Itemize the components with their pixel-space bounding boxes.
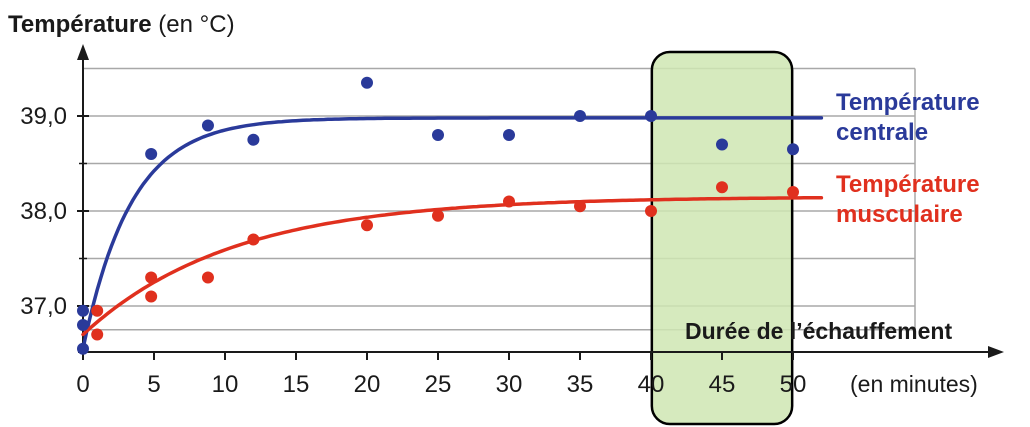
point-centrale — [247, 133, 260, 146]
x-tick-label: 50 — [780, 371, 807, 398]
point-musculaire — [574, 200, 586, 213]
legend-musculaire: musculaire — [836, 201, 963, 228]
fit-curve-centrale — [81, 116, 824, 351]
x-axis-arrow — [988, 346, 1004, 358]
point-centrale — [716, 138, 728, 151]
point-centrale — [645, 110, 657, 122]
y-tick-label: 38,0 — [20, 198, 67, 225]
y-axis-arrow — [77, 44, 89, 60]
legend-centrale: Température — [836, 89, 980, 116]
fit-curve-musculaire — [81, 195, 824, 337]
point-musculaire — [91, 328, 104, 341]
point-centrale — [574, 110, 586, 122]
x-axis-label: Durée de l’échauffement — [685, 318, 952, 344]
grid — [83, 67, 916, 331]
point-centrale — [503, 129, 515, 141]
x-tick-label: 40 — [638, 371, 665, 398]
x-tick-label: 30 — [496, 371, 523, 398]
point-musculaire — [432, 209, 444, 222]
point-musculaire — [91, 304, 104, 317]
point-musculaire — [361, 219, 373, 232]
x-tick-label: 10 — [212, 371, 239, 398]
point-musculaire — [201, 271, 214, 284]
legend-musculaire: Température — [836, 171, 980, 198]
legend-centrale: centrale — [836, 119, 928, 146]
x-tick-label: 35 — [567, 371, 594, 398]
point-musculaire — [787, 186, 799, 198]
point-musculaire — [503, 195, 515, 208]
point-centrale — [787, 143, 799, 156]
x-tick-label: 5 — [147, 371, 160, 398]
point-centrale — [77, 319, 89, 331]
point-centrale — [77, 342, 89, 355]
x-tick-label: 15 — [283, 371, 310, 398]
point-musculaire — [145, 271, 158, 284]
point-centrale — [201, 119, 214, 132]
point-musculaire — [145, 290, 158, 303]
data-points — [77, 76, 799, 355]
highlight-band — [650, 50, 794, 426]
point-centrale — [361, 76, 373, 89]
x-axis-unit: (en minutes) — [850, 371, 978, 397]
y-axis-label-unit: (en °C) — [152, 11, 235, 38]
y-tick-label: 37,0 — [20, 293, 67, 320]
point-musculaire — [716, 181, 728, 194]
x-tick-label: 20 — [354, 371, 381, 398]
y-axis-label: Température (en °C) — [8, 11, 235, 38]
point-centrale — [145, 148, 158, 160]
point-musculaire — [247, 233, 260, 246]
fit-curves — [81, 116, 824, 351]
point-centrale — [77, 304, 89, 317]
point-centrale — [432, 129, 444, 141]
y-axis-label-main: Température — [8, 11, 152, 38]
x-tick-label: 25 — [425, 371, 452, 398]
y-tick-label: 39,0 — [20, 103, 67, 130]
legend: Température centrale Température musculaire — [836, 89, 980, 228]
x-tick-label: 0 — [76, 371, 89, 398]
x-tick-label: 45 — [709, 371, 736, 398]
tick-labels: 0 5 10 15 20 25 30 35 40 45 50 37,0 38,0 39,0 — [20, 103, 806, 398]
point-musculaire — [645, 205, 657, 217]
